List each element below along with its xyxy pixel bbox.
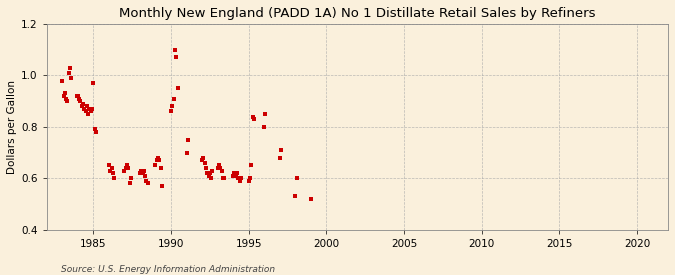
Point xyxy=(137,171,148,175)
Point xyxy=(134,171,145,175)
Point xyxy=(203,174,214,178)
Point xyxy=(168,96,179,101)
Point xyxy=(75,99,86,103)
Point xyxy=(181,150,192,155)
Point xyxy=(83,112,94,116)
Point xyxy=(219,176,230,180)
Point xyxy=(59,91,70,96)
Point xyxy=(124,181,135,186)
Point xyxy=(291,176,302,180)
Point xyxy=(165,109,176,114)
Point xyxy=(126,176,136,180)
Point xyxy=(82,104,92,108)
Point xyxy=(200,166,211,170)
Point xyxy=(84,107,95,111)
Point xyxy=(157,184,167,188)
Point xyxy=(106,166,117,170)
Point xyxy=(275,148,286,152)
Point xyxy=(62,99,73,103)
Point xyxy=(151,158,162,163)
Point xyxy=(78,101,88,106)
Point xyxy=(247,114,258,119)
Point xyxy=(196,158,207,163)
Point xyxy=(169,47,180,52)
Point xyxy=(120,166,131,170)
Point xyxy=(172,86,183,90)
Point xyxy=(138,168,149,173)
Point xyxy=(212,166,223,170)
Y-axis label: Dollars per Gallon: Dollars per Gallon xyxy=(7,80,17,174)
Point xyxy=(216,168,227,173)
Point xyxy=(248,117,259,121)
Point xyxy=(236,176,246,180)
Point xyxy=(259,125,269,129)
Point xyxy=(215,166,225,170)
Point xyxy=(71,94,82,98)
Point xyxy=(65,65,76,70)
Point xyxy=(199,161,210,165)
Point xyxy=(76,104,87,108)
Title: Monthly New England (PADD 1A) No 1 Distillate Retail Sales by Refiners: Monthly New England (PADD 1A) No 1 Disti… xyxy=(119,7,595,20)
Point xyxy=(206,176,217,180)
Point xyxy=(107,171,118,175)
Point xyxy=(229,171,240,175)
Point xyxy=(244,176,255,180)
Point xyxy=(90,130,101,134)
Point xyxy=(85,109,96,114)
Point xyxy=(217,176,228,180)
Point xyxy=(290,194,300,199)
Point xyxy=(140,174,151,178)
Point xyxy=(207,168,218,173)
Point xyxy=(205,171,215,175)
Point xyxy=(305,197,316,201)
Point xyxy=(72,94,83,98)
Point xyxy=(88,81,99,85)
Point xyxy=(119,168,130,173)
Point xyxy=(105,168,115,173)
Point xyxy=(260,112,271,116)
Point xyxy=(86,107,97,111)
Point xyxy=(154,158,165,163)
Point xyxy=(230,174,241,178)
Point xyxy=(80,109,91,114)
Point xyxy=(150,163,161,168)
Point xyxy=(153,156,163,160)
Point xyxy=(202,171,213,175)
Point xyxy=(142,181,153,186)
Point xyxy=(66,76,77,80)
Text: Source: U.S. Energy Information Administration: Source: U.S. Energy Information Administ… xyxy=(61,265,275,274)
Point xyxy=(89,127,100,132)
Point xyxy=(58,94,69,98)
Point xyxy=(274,156,285,160)
Point xyxy=(141,179,152,183)
Point xyxy=(63,71,74,75)
Point xyxy=(74,96,84,101)
Point xyxy=(227,174,238,178)
Point xyxy=(61,96,72,101)
Point xyxy=(103,163,114,168)
Point xyxy=(136,168,146,173)
Point xyxy=(198,156,209,160)
Point xyxy=(79,107,90,111)
Point xyxy=(234,179,245,183)
Point xyxy=(246,163,256,168)
Point xyxy=(171,55,182,60)
Point xyxy=(213,163,224,168)
Point xyxy=(182,138,193,142)
Point xyxy=(232,171,242,175)
Point xyxy=(123,166,134,170)
Point xyxy=(155,166,166,170)
Point xyxy=(109,176,119,180)
Point xyxy=(122,163,132,168)
Point xyxy=(167,104,178,108)
Point xyxy=(233,176,244,180)
Point xyxy=(57,78,68,83)
Point xyxy=(243,179,254,183)
